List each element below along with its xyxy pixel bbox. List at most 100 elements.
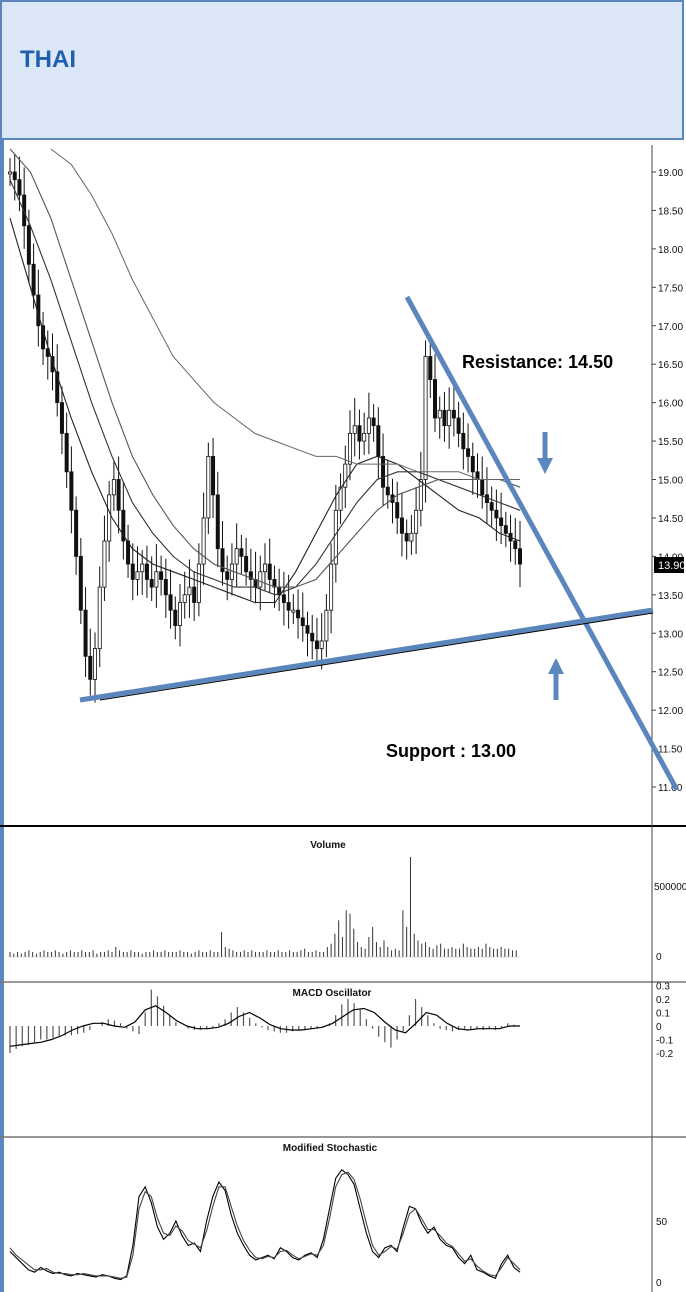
candle-body [324, 609, 329, 642]
candle-body [116, 479, 121, 511]
candle-body [513, 540, 518, 550]
candle-body [201, 517, 206, 565]
candle-body [414, 509, 419, 534]
candle-body [17, 179, 22, 196]
candle-body [319, 640, 324, 650]
candle-body [442, 409, 447, 427]
macd-tick-label: 0.1 [656, 1009, 670, 1020]
candle-body [130, 563, 135, 580]
candle-body [494, 509, 499, 519]
candle-body [362, 432, 367, 442]
candle-body [267, 563, 272, 580]
candle-body [7, 171, 12, 175]
macd-tick-label: -0.1 [656, 1036, 674, 1047]
moving-average-line [9, 217, 521, 604]
up-arrow-icon [548, 658, 564, 700]
candle-body [347, 432, 352, 465]
candle-body [503, 525, 508, 534]
candle-body [187, 586, 192, 596]
candle-body [31, 263, 36, 296]
price-tick-label: 13.00 [658, 629, 683, 640]
candle-body [111, 479, 116, 496]
candle-body [338, 486, 343, 511]
candle-body [291, 609, 296, 613]
candle-body [418, 479, 423, 511]
candle-body [182, 594, 187, 603]
stochastic-panel: 50 0 [9, 1169, 668, 1289]
resistance-label: Resistance: 14.50 [462, 352, 613, 372]
candle-body [244, 555, 249, 573]
candle-body [409, 532, 414, 542]
price-tick-label: 16.00 [658, 399, 683, 410]
candle-body [343, 463, 348, 488]
candle-body [286, 602, 291, 611]
candle-body [154, 571, 159, 588]
macd-tick-label: 0.2 [656, 995, 670, 1006]
candle-body [173, 609, 178, 626]
candle-body [480, 479, 485, 496]
candle-body [451, 409, 456, 419]
candle-body [314, 640, 319, 650]
candle-body [64, 432, 69, 473]
candle-body [196, 563, 201, 603]
resistance-trendline [404, 295, 680, 792]
stochastic-line [9, 1171, 521, 1279]
macd-signal-line [9, 1005, 520, 1047]
candle-body [499, 517, 504, 527]
candle-body [296, 609, 301, 619]
candle-body [168, 594, 173, 611]
price-tick-label: 15.00 [658, 476, 683, 487]
candle-body [437, 409, 442, 419]
candle-body [404, 532, 409, 542]
volume-tick-label: 0 [656, 952, 662, 963]
candle-body [305, 625, 310, 634]
candle-body [423, 356, 428, 480]
support-trendline [79, 607, 654, 703]
candle-body [97, 586, 102, 650]
candle-body [489, 502, 494, 511]
candle-body [300, 617, 305, 626]
candle-body [371, 417, 376, 427]
candle-body [149, 579, 154, 588]
price-tick-label: 18.50 [658, 206, 683, 217]
candle-body [262, 563, 267, 573]
support-thin-line [99, 612, 654, 701]
candle-body [59, 402, 64, 434]
macd-tick-label: -0.2 [656, 1049, 674, 1060]
macd-panel: 0.3 0.2 0.1 0 -0.1 -0.2 [9, 982, 674, 1060]
candle-body [399, 517, 404, 534]
stochastic-line [9, 1169, 521, 1281]
candle-body [126, 540, 131, 565]
candle-body [74, 509, 79, 557]
candle-body [357, 425, 362, 442]
candle-body [177, 602, 182, 626]
candle-body [352, 425, 357, 434]
volume-title: Volume [310, 840, 346, 851]
candle-body [206, 456, 211, 519]
volume-tick-label: 500000 [654, 882, 686, 893]
candle-body [78, 555, 83, 611]
candle-body [135, 571, 140, 580]
price-tick-label: 12.50 [658, 668, 683, 679]
candle-body [211, 456, 216, 496]
candle-body [310, 632, 315, 642]
candle-body [395, 502, 400, 519]
candle-body [432, 379, 437, 419]
candle-body [121, 509, 126, 542]
candle-body [239, 548, 244, 557]
price-tick-label: 15.50 [658, 437, 683, 448]
candle-body [470, 456, 475, 473]
price-tick-label: 18.00 [658, 245, 683, 256]
price-tick-label: 11.50 [658, 745, 683, 756]
price-tick-label: 16.50 [658, 360, 683, 371]
candle-body [159, 571, 164, 580]
candle-body [234, 548, 239, 565]
last-price-badge [654, 557, 684, 573]
stochastic-tick-label: 0 [656, 1278, 662, 1289]
candle-body [12, 171, 17, 181]
candle-body [144, 563, 149, 580]
price-tick-label: 19.00 [658, 168, 683, 179]
support-label: Support : 13.00 [386, 741, 516, 761]
moving-average-line [50, 148, 520, 480]
